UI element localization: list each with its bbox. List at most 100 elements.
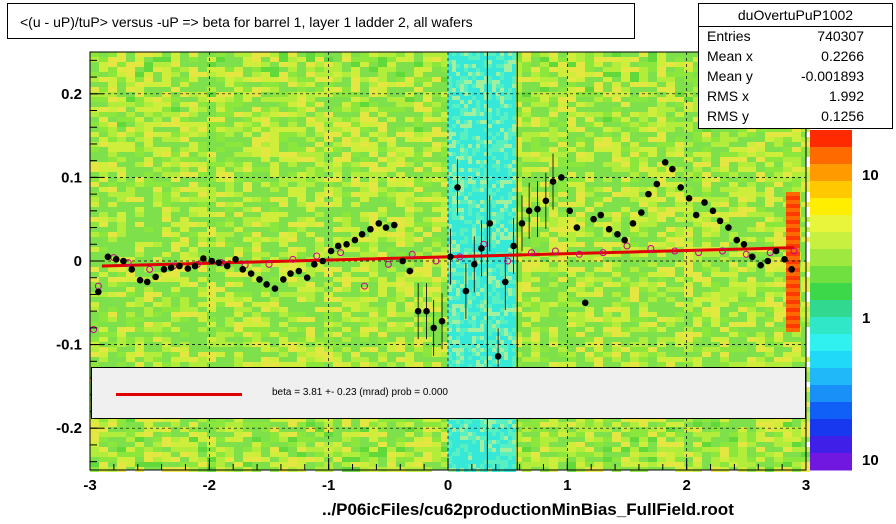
density-cell [774,312,783,317]
density-cell [252,207,261,212]
density-cell [684,212,693,217]
density-cell [225,297,234,302]
density-cell [117,327,126,332]
density-cell [765,237,774,242]
density-cell [297,147,306,152]
density-cell [225,132,234,137]
density-cell [720,212,729,217]
density-cell [648,452,657,457]
density-cell [360,157,369,162]
density-cell [117,267,126,272]
density-cell [684,287,693,292]
density-cell [261,217,270,222]
density-cell [648,172,657,177]
density-cell [207,232,216,237]
density-cell [270,92,279,97]
density-cell [387,417,396,422]
density-cell [648,212,657,217]
density-cell [135,57,144,62]
density-cell [315,147,324,152]
density-cell [324,337,333,342]
density-cell [279,352,288,357]
density-cell [464,428,468,432]
density-cell [225,322,234,327]
density-cell [738,192,747,197]
density-cell [472,124,476,128]
density-cell [252,242,261,247]
density-cell [225,282,234,287]
density-cell [729,272,738,277]
density-cell [612,92,621,97]
density-cell [460,232,464,236]
density-cell [468,432,472,436]
density-cell [522,322,531,327]
density-cell [540,427,549,432]
density-cell [270,222,279,227]
density-cell [774,317,783,322]
density-cell [456,284,460,288]
density-cell [369,117,378,122]
density-cell [702,252,711,257]
density-cell [657,252,666,257]
density-cell [576,267,585,272]
density-cell [792,152,801,157]
density-cell [180,302,189,307]
density-cell [603,177,612,182]
density-cell [405,97,414,102]
density-cell [360,357,369,362]
density-cell [738,302,747,307]
density-cell [306,217,315,222]
density-cell [198,302,207,307]
density-cell [126,187,135,192]
density-cell [189,232,198,237]
density-cell [387,177,396,182]
density-cell [261,332,270,337]
density-cell [261,72,270,77]
density-cell [117,177,126,182]
density-cell [729,452,738,457]
density-cell [432,107,441,112]
density-cell [612,327,621,332]
density-cell [207,192,216,197]
density-cell [405,147,414,152]
density-cell [452,212,456,216]
density-cell [414,237,423,242]
density-cell [468,276,472,280]
density-cell [452,260,456,264]
density-cell [448,212,452,216]
density-cell [576,242,585,247]
density-cell [576,317,585,322]
density-cell [108,182,117,187]
density-cell [675,167,684,172]
density-cell [448,188,452,192]
density-cell [456,324,460,328]
density-cell [452,88,456,92]
density-cell [639,112,648,117]
density-cell [738,132,747,137]
density-cell [270,262,279,267]
density-cell [675,457,684,462]
density-cell [405,322,414,327]
density-cell [261,77,270,82]
density-cell [540,347,549,352]
density-cell [270,137,279,142]
density-cell [468,360,472,364]
density-cell [180,137,189,142]
density-cell [396,227,405,232]
density-cell [261,322,270,327]
density-cell [414,197,423,202]
density-cell [468,100,472,104]
density-cell [90,452,99,457]
density-cell [225,257,234,262]
density-cell [468,168,472,172]
density-cell [774,357,783,362]
density-cell [261,152,270,157]
density-cell [603,457,612,462]
density-cell [558,92,567,97]
density-cell [540,457,549,462]
density-cell [171,327,180,332]
density-cell [99,117,108,122]
density-cell [306,72,315,77]
density-cell [243,162,252,167]
density-cell [567,57,576,62]
